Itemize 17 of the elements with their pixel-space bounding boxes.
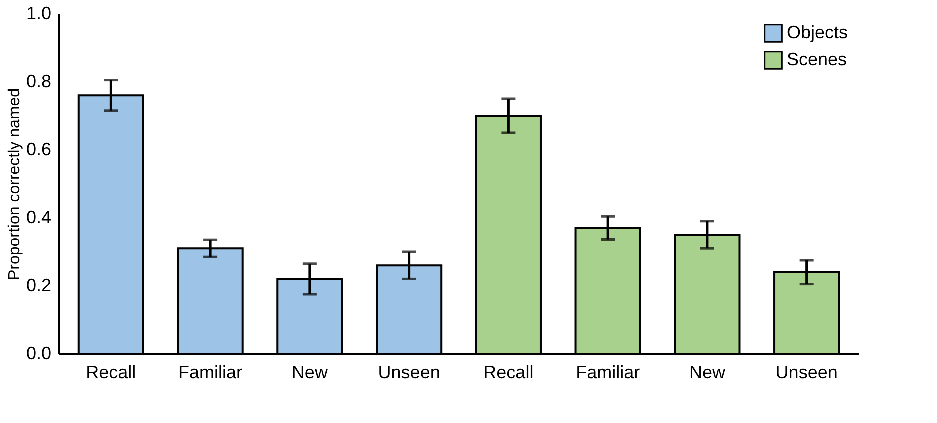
x-tick-label: New xyxy=(292,362,329,382)
x-tick-label: Unseen xyxy=(776,362,838,382)
y-tick-label: 0.8 xyxy=(26,72,52,92)
y-tick-label: 0.6 xyxy=(26,140,52,160)
y-tick-label: 0.2 xyxy=(26,276,52,296)
y-tick-label: 0.4 xyxy=(26,208,52,228)
x-tick-label: Recall xyxy=(484,362,534,382)
x-tick-label: Familiar xyxy=(576,362,640,382)
x-tick-label: Unseen xyxy=(378,362,440,382)
legend-label: Objects xyxy=(787,22,848,42)
legend-label: Scenes xyxy=(787,50,848,70)
y-tick-label: 0.0 xyxy=(26,344,52,364)
y-tick-label: 1.0 xyxy=(26,4,52,24)
x-tick-label: New xyxy=(689,362,726,382)
x-tick-label: Familiar xyxy=(178,362,243,382)
y-axis-title: Proportion correctly named xyxy=(6,88,24,281)
x-tick-label: Recall xyxy=(86,362,136,382)
